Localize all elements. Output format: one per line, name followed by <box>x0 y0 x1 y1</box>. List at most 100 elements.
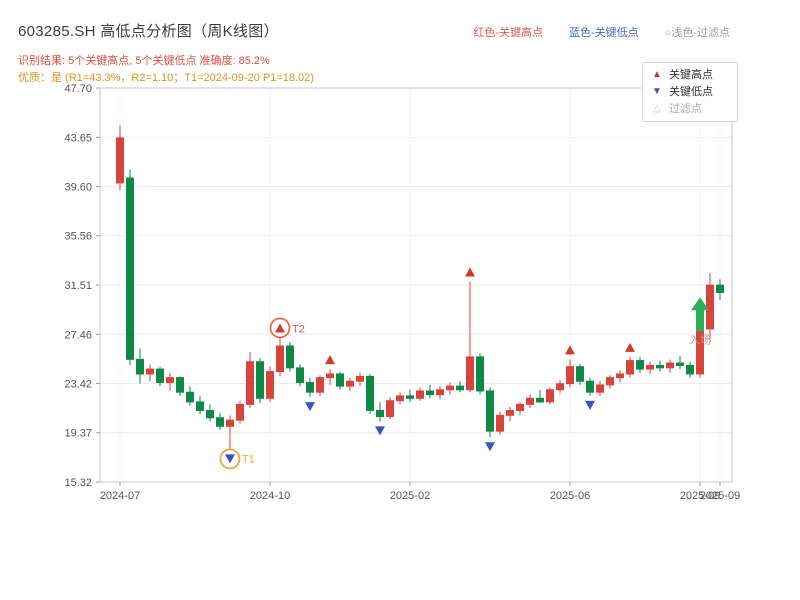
y-axis-label: 27.46 <box>64 329 92 341</box>
candle-body <box>496 414 504 432</box>
legend-key-low-text: 蓝色-关键低点 <box>569 27 639 39</box>
candle-body <box>686 364 694 375</box>
candle-body <box>146 368 154 375</box>
candle-body <box>246 361 254 405</box>
entry-arrow-icon <box>691 297 709 332</box>
candle-body <box>136 358 144 375</box>
candle-body <box>266 371 274 399</box>
key-low-marker <box>225 454 235 464</box>
candle-body <box>286 345 294 369</box>
quality-summary-text: 优质：是 (R1=43.3%，R2=1.10；T1=2024-09-20 P1=… <box>18 72 314 84</box>
candle-body <box>406 395 414 399</box>
candle-body <box>606 377 614 386</box>
candle-body <box>226 419 234 427</box>
candle-body <box>186 391 194 403</box>
triangle-up-icon: ▲ <box>652 69 662 80</box>
key-high-marker <box>625 342 635 352</box>
key-low-marker <box>305 402 315 412</box>
legend-filtered-text: ○浅色-过滤点 <box>664 27 730 39</box>
candle-body <box>366 375 374 411</box>
candle-body <box>336 373 344 387</box>
x-axis-label: 2024-10 <box>250 490 290 502</box>
candle-body <box>126 177 134 360</box>
legend-item-label: 关键高点 <box>669 69 713 81</box>
recognition-result-text: 识别结果: 5个关键高点, 5个关键低点 准确度: 85.2% <box>18 55 270 67</box>
candle-body <box>396 395 404 402</box>
key-low-marker <box>485 442 495 452</box>
top-legend: 红色-关键高点 蓝色-关键低点 ○浅色-过滤点 <box>473 24 730 40</box>
candle-body <box>156 368 164 383</box>
candle-body <box>216 417 224 427</box>
candle-body <box>306 381 314 393</box>
key-high-marker <box>325 355 335 365</box>
candle-body <box>236 403 244 421</box>
candle-body <box>476 356 484 392</box>
candle-body <box>446 385 454 391</box>
legend-item-label: 关键低点 <box>669 86 713 98</box>
candle-body <box>626 360 634 375</box>
marker-label: T2 <box>292 323 305 335</box>
candle-body <box>176 377 184 393</box>
key-high-marker <box>275 323 285 333</box>
candle-body <box>586 380 594 393</box>
legend-key-high-text: 红色-关键高点 <box>473 27 544 39</box>
x-axis-label: 2025-09 <box>700 490 740 502</box>
marker-circle <box>269 317 291 339</box>
candle-body <box>646 364 654 370</box>
key-high-marker <box>465 267 475 277</box>
candle-body <box>456 385 464 391</box>
candle-body <box>166 377 174 383</box>
candle-body <box>116 137 124 184</box>
candle-body <box>256 361 264 399</box>
candle-body <box>566 366 574 385</box>
candle-body <box>346 380 354 387</box>
marker-label: T1 <box>242 453 255 465</box>
x-axis-label: 2025-02 <box>390 490 430 502</box>
y-axis-label: 15.32 <box>64 477 92 489</box>
key-high-marker <box>565 345 575 355</box>
candle-body <box>536 397 544 403</box>
candle-body <box>656 364 664 369</box>
candle-body <box>616 373 624 379</box>
candle-body <box>676 362 684 366</box>
candle-body <box>466 356 474 391</box>
candle-body <box>376 409 384 418</box>
candle-body <box>296 367 304 383</box>
chart-legend: ▲ 关键高点 ▼ 关键低点 △ 过滤点 <box>642 62 738 122</box>
plot-border <box>99 87 733 483</box>
candle-body <box>706 284 714 330</box>
candle-body <box>316 377 324 393</box>
y-axis-label: 43.65 <box>64 132 92 144</box>
entry-label: 入场 <box>689 332 711 346</box>
candle-body <box>426 390 434 396</box>
candle-body <box>516 403 524 411</box>
marker-circle <box>219 448 241 470</box>
candle-body <box>506 409 514 416</box>
y-axis-label: 47.70 <box>64 83 92 95</box>
x-axis-label: 2025-09 <box>680 490 720 502</box>
candle-body <box>326 373 334 379</box>
legend-item-filtered: △ 过滤点 <box>651 103 729 115</box>
candle-body <box>276 345 284 373</box>
y-axis-label: 39.60 <box>64 182 92 194</box>
y-axis-label: 35.56 <box>64 231 92 243</box>
x-axis-label: 2024-07 <box>100 490 140 502</box>
candle-body <box>716 284 724 293</box>
legend-item-label: 过滤点 <box>669 103 702 115</box>
y-axis-label: 31.51 <box>64 280 92 292</box>
candle-body <box>556 383 564 391</box>
key-low-marker <box>375 426 385 436</box>
key-low-marker <box>585 400 595 410</box>
triangle-down-icon: ▼ <box>652 86 662 97</box>
x-axis-label: 2025-06 <box>550 490 590 502</box>
candle-body <box>486 390 494 432</box>
candle-body <box>436 389 444 396</box>
legend-item-key-low: ▼ 关键低点 <box>651 86 729 98</box>
legend-item-key-high: ▲ 关键高点 <box>651 69 729 81</box>
candle-body <box>196 401 204 411</box>
triangle-hollow-icon: △ <box>653 103 661 114</box>
y-axis-label: 19.37 <box>64 428 92 440</box>
candle-body <box>206 409 214 419</box>
